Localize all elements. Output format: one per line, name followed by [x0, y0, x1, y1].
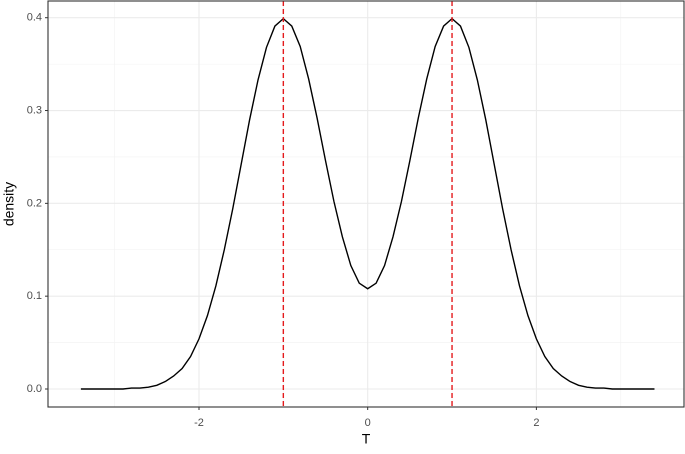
x-tick-label: -2 — [194, 417, 204, 429]
y-axis-label: density — [1, 182, 17, 226]
x-axis-label: T — [362, 431, 371, 447]
y-tick-label: 0.3 — [27, 104, 42, 116]
y-tick-label: 0.0 — [27, 383, 42, 395]
x-tick-label: 0 — [365, 417, 371, 429]
y-tick-label: 0.1 — [27, 290, 42, 302]
y-tick-label: 0.4 — [27, 12, 42, 24]
panel-border — [47, 0, 685, 408]
x-tick-label: 2 — [533, 417, 539, 429]
density-line — [80, 17, 655, 390]
y-tick-label: 0.2 — [27, 197, 42, 209]
